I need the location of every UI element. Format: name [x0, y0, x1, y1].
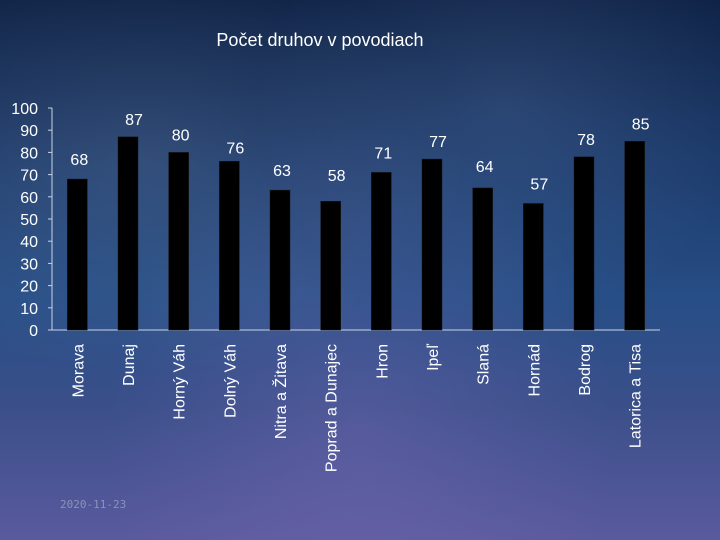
x-tick-label: Dunaj	[121, 344, 138, 386]
data-label: 58	[328, 168, 346, 185]
x-tick-label: Dolný Váh	[222, 344, 239, 418]
bar	[67, 178, 88, 331]
y-tick-label: 80	[20, 145, 38, 162]
y-tick-label: 50	[20, 212, 38, 229]
y-tick-label: 100	[11, 101, 38, 118]
data-label: 64	[476, 159, 494, 176]
x-tick-label: Bodrog	[577, 344, 594, 396]
data-label: 77	[429, 134, 447, 151]
bar	[269, 189, 291, 331]
y-tick-label: 70	[20, 168, 38, 185]
y-tick-label: 40	[20, 234, 38, 251]
x-tick-label: Poprad a Dunajec	[324, 344, 341, 472]
x-tick-label: Nitra a Žitava	[271, 344, 290, 439]
y-tick-label: 30	[20, 256, 38, 273]
data-label: 63	[273, 163, 291, 180]
bar	[117, 136, 139, 331]
bar	[371, 172, 392, 331]
y-tick-label: 60	[20, 190, 38, 207]
bar	[421, 158, 443, 331]
data-label: 68	[70, 152, 88, 169]
slide-date: 2020-11-23	[60, 498, 127, 511]
data-label: 80	[172, 127, 190, 144]
bar	[168, 152, 189, 331]
data-label: 85	[632, 116, 650, 133]
x-tick-label: Hron	[374, 344, 391, 379]
x-tick-label: Latorica a Tisa	[628, 344, 645, 448]
bar	[573, 156, 595, 331]
bar	[219, 161, 240, 331]
x-tick-label: Morava	[70, 344, 87, 397]
data-label: 57	[530, 176, 548, 193]
bar	[523, 203, 544, 331]
bar	[624, 141, 645, 331]
x-tick-label: Ipeľ	[425, 344, 442, 371]
bar	[320, 200, 341, 331]
data-label: 71	[374, 145, 392, 162]
y-tick-label: 10	[20, 301, 38, 318]
x-tick-label: Hornád	[526, 344, 543, 396]
chart-title: Počet druhov v povodiach	[216, 30, 424, 50]
y-tick-label: 90	[20, 123, 38, 140]
x-tick-label: Horný Váh	[172, 344, 189, 420]
y-tick-label: 20	[20, 279, 38, 296]
data-label: 78	[577, 132, 595, 149]
data-label: 76	[226, 140, 244, 157]
bar	[472, 187, 493, 331]
x-tick-label: Slaná	[476, 344, 493, 385]
data-label: 87	[125, 112, 143, 129]
y-tick-label: 0	[29, 323, 38, 340]
